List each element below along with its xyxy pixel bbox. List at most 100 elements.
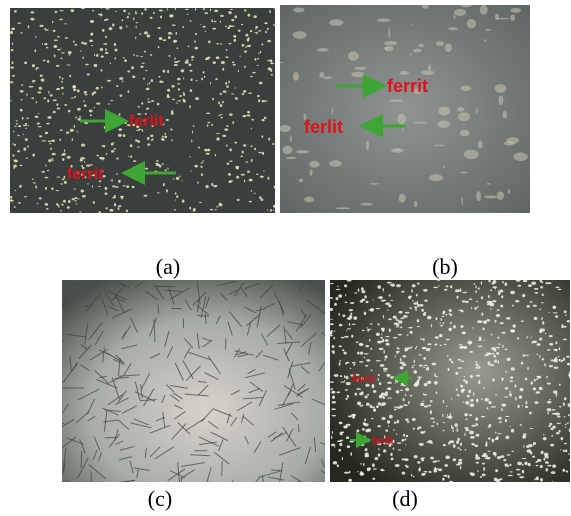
texture-speck bbox=[202, 25, 206, 28]
texture-speck bbox=[83, 91, 88, 94]
texture-speck bbox=[410, 346, 413, 348]
texture-speck bbox=[177, 422, 191, 435]
texture-speck bbox=[382, 328, 385, 332]
texture-speck bbox=[430, 456, 434, 460]
texture-speck bbox=[202, 337, 212, 342]
texture-speck bbox=[62, 447, 67, 471]
texture-speck bbox=[459, 466, 462, 470]
texture-speck bbox=[546, 349, 551, 351]
texture-speck bbox=[219, 14, 224, 17]
texture-speck bbox=[79, 50, 82, 52]
texture-speck bbox=[496, 436, 499, 440]
texture-speck bbox=[118, 374, 140, 377]
texture-speck bbox=[145, 69, 148, 72]
texture-speck bbox=[359, 361, 364, 363]
texture-speck bbox=[125, 209, 128, 213]
texture-speck bbox=[155, 416, 166, 422]
texture-speck bbox=[417, 426, 422, 429]
texture-speck bbox=[490, 300, 493, 304]
texture-speck bbox=[106, 305, 119, 312]
texture-speck bbox=[401, 290, 405, 293]
texture-speck bbox=[523, 444, 525, 448]
texture-speck bbox=[365, 300, 369, 304]
texture-speck bbox=[390, 283, 395, 287]
texture-speck bbox=[458, 458, 463, 462]
texture-speck bbox=[331, 414, 337, 417]
texture-speck bbox=[460, 85, 472, 91]
texture-speck bbox=[140, 384, 143, 399]
texture-speck bbox=[370, 347, 373, 351]
texture-speck bbox=[495, 478, 501, 482]
texture-speck bbox=[67, 109, 71, 113]
texture-speck bbox=[371, 406, 375, 409]
texture-speck bbox=[56, 176, 61, 178]
texture-speck bbox=[562, 338, 567, 341]
texture-speck bbox=[177, 60, 181, 62]
texture-speck bbox=[297, 383, 306, 392]
texture-speck bbox=[211, 182, 214, 187]
texture-speck bbox=[25, 124, 28, 126]
texture-speck bbox=[200, 407, 215, 422]
texture-speck bbox=[390, 452, 393, 456]
texture-speck bbox=[13, 125, 17, 127]
texture-speck bbox=[525, 400, 528, 405]
texture-speck bbox=[394, 464, 400, 467]
texture-speck bbox=[487, 361, 491, 366]
texture-speck bbox=[92, 9, 95, 12]
texture-speck bbox=[224, 128, 229, 131]
texture-speck bbox=[266, 209, 269, 211]
texture-speck bbox=[405, 311, 410, 314]
texture-speck bbox=[203, 75, 206, 79]
texture-speck bbox=[538, 386, 543, 391]
texture-speck bbox=[388, 27, 391, 39]
texture-speck bbox=[364, 295, 367, 299]
texture-speck bbox=[183, 92, 186, 96]
texture-speck bbox=[167, 69, 170, 74]
texture-speck bbox=[205, 185, 209, 189]
texture-speck bbox=[162, 183, 165, 187]
texture-speck bbox=[123, 362, 132, 376]
texture-speck bbox=[120, 196, 124, 200]
texture-speck bbox=[46, 60, 50, 63]
texture-speck bbox=[484, 354, 489, 357]
texture-speck bbox=[433, 286, 438, 289]
texture-speck bbox=[278, 301, 284, 316]
texture-speck bbox=[190, 78, 193, 82]
texture-speck bbox=[502, 281, 505, 284]
texture-speck bbox=[563, 310, 567, 314]
texture-speck bbox=[335, 297, 339, 301]
texture-speck bbox=[131, 123, 136, 127]
texture-speck bbox=[143, 31, 148, 35]
texture-speck bbox=[174, 57, 176, 60]
texture-speck bbox=[75, 116, 77, 119]
texture-speck bbox=[470, 374, 473, 379]
texture-speck bbox=[240, 155, 244, 158]
texture-speck bbox=[81, 8, 85, 10]
texture-speck bbox=[92, 449, 98, 460]
texture-speck bbox=[17, 22, 22, 24]
texture-speck bbox=[390, 457, 394, 461]
texture-speck bbox=[259, 175, 264, 178]
texture-speck bbox=[147, 101, 151, 103]
texture-speck bbox=[456, 440, 460, 444]
texture-speck bbox=[118, 128, 123, 131]
texture-speck bbox=[138, 128, 142, 131]
texture-speck bbox=[168, 54, 171, 57]
texture-speck bbox=[345, 423, 351, 426]
texture-speck bbox=[51, 157, 54, 160]
texture-speck bbox=[81, 164, 84, 168]
texture-speck bbox=[504, 348, 508, 351]
texture-speck bbox=[64, 37, 69, 39]
texture-speck bbox=[286, 428, 294, 442]
texture-speck bbox=[234, 141, 238, 144]
texture-speck bbox=[207, 121, 211, 124]
texture-speck bbox=[541, 318, 543, 321]
texture-speck bbox=[505, 415, 510, 418]
texture-speck bbox=[53, 54, 56, 58]
texture-speck bbox=[333, 330, 336, 333]
texture-speck bbox=[155, 121, 158, 123]
texture-speck bbox=[96, 379, 118, 389]
texture-speck bbox=[89, 114, 92, 117]
texture-speck bbox=[559, 405, 562, 408]
texture-speck bbox=[499, 478, 503, 480]
